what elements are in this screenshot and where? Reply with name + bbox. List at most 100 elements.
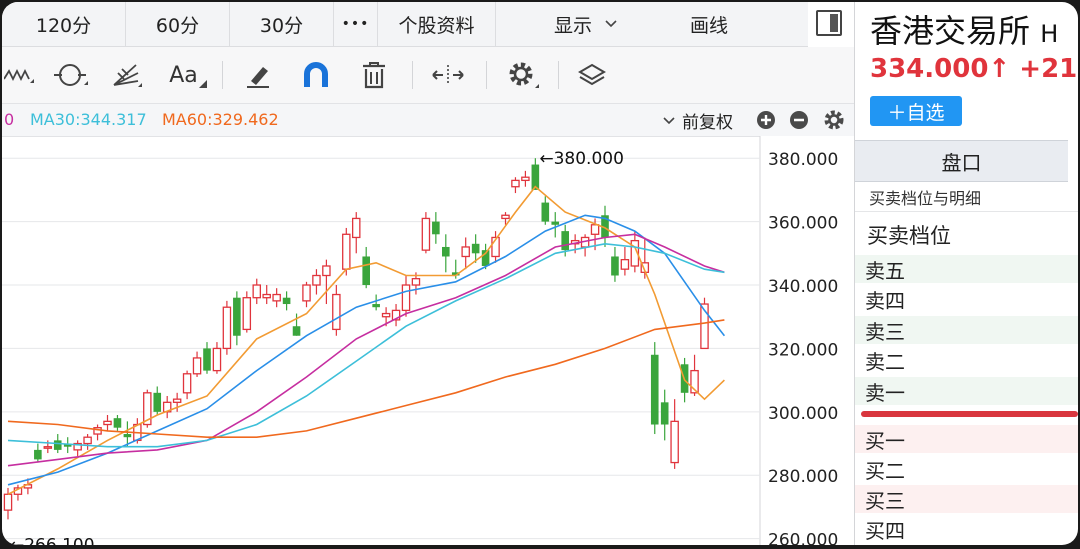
- layers-icon[interactable]: [572, 57, 612, 93]
- candle-body: [3, 493, 13, 511]
- period-tabs: 120分 60分 30分 ••• 个股资料 显示 画线: [2, 2, 808, 47]
- trash-icon[interactable]: [356, 57, 392, 93]
- candle-body: [611, 256, 619, 276]
- candle-body: [511, 179, 520, 188]
- candle-body: [103, 420, 112, 426]
- text-tool-label: Aa: [169, 62, 198, 88]
- bid-level: 买三: [855, 485, 1078, 513]
- ma60-legend: MA60:329.462: [162, 110, 279, 129]
- candle-body: [302, 284, 311, 302]
- candle-body: [63, 443, 72, 447]
- toolbar-divider: [412, 61, 413, 89]
- candle-body: [401, 284, 411, 312]
- candle-body: [332, 293, 341, 331]
- wave-line-icon[interactable]: [2, 57, 36, 93]
- candle-body: [182, 373, 192, 394]
- bid-level: 买一: [855, 425, 1078, 453]
- tab-60min[interactable]: 60分: [126, 2, 230, 46]
- y-tick-label: 380.000: [768, 150, 838, 170]
- candle-body: [700, 303, 709, 350]
- span-icon[interactable]: [428, 57, 468, 93]
- candle-body: [471, 243, 480, 254]
- more-tabs-button[interactable]: •••: [334, 2, 378, 46]
- ask-level: 卖四: [865, 288, 905, 313]
- candle-body: [451, 272, 460, 276]
- candle-body: [630, 239, 640, 267]
- price-change: +21.6: [1019, 54, 1078, 84]
- chart-settings-icon[interactable]: [823, 109, 845, 131]
- cycle-icon[interactable]: [48, 57, 92, 93]
- display-dropdown[interactable]: 显示: [496, 2, 676, 46]
- draw-line-button[interactable]: 画线: [689, 14, 728, 37]
- y-tick-label: 260.000: [768, 531, 838, 545]
- candle-body: [391, 309, 401, 321]
- ask-level: 卖二: [865, 349, 905, 374]
- price-axis-bg: [760, 136, 854, 545]
- y-tick-label: 320.000: [768, 340, 838, 360]
- candle-body: [521, 176, 530, 182]
- candle-body: [292, 326, 301, 336]
- brush-icon[interactable]: [240, 57, 276, 93]
- candle-body: [351, 217, 361, 239]
- ma-line-ma5: [7, 185, 725, 496]
- text-tool-icon[interactable]: Aa: [166, 57, 210, 93]
- candle-body: [143, 392, 152, 426]
- low-marker-label: ←266.100: [10, 535, 95, 545]
- adjust-dropdown[interactable]: 前复权: [662, 108, 733, 133]
- panel-toggle-icon[interactable]: [816, 10, 842, 36]
- candle-body: [34, 449, 42, 460]
- candle-body: [432, 221, 440, 235]
- high-marker-label: ←380.000: [539, 149, 624, 169]
- candle-body: [242, 297, 252, 331]
- candle-body: [381, 312, 391, 318]
- tab-30min[interactable]: 30分: [230, 2, 334, 46]
- candle-body: [670, 420, 679, 464]
- candle-body: [252, 284, 261, 299]
- magnet-icon[interactable]: [298, 57, 334, 93]
- last-price: 334.000↑: [870, 54, 1011, 84]
- ask-level: 卖一: [855, 377, 1078, 405]
- candle-body: [421, 217, 431, 251]
- chevron-down-icon: [663, 116, 675, 124]
- gear-icon[interactable]: [502, 57, 542, 93]
- kline-chart[interactable]: 380.000 360.000 340.000 320.000 300.000 280.0…: [2, 136, 854, 545]
- candle-body: [53, 440, 62, 450]
- y-tick-label: 280.000: [768, 467, 838, 487]
- candle-body: [123, 434, 132, 438]
- order-book-title: 买卖档位: [867, 224, 951, 248]
- candle-body: [342, 233, 351, 270]
- zoom-out-icon[interactable]: [789, 110, 809, 130]
- drawing-toolbar: Aa: [2, 47, 854, 104]
- spread-divider: [861, 411, 1078, 417]
- tab-order-book[interactable]: 盘口: [855, 140, 1068, 182]
- price-line: 334.000↑ +21.6: [870, 54, 1078, 84]
- candle-body: [192, 357, 202, 375]
- candle-body: [113, 418, 122, 428]
- candle-body: [282, 297, 291, 305]
- candle-body: [222, 306, 232, 350]
- tab-profile[interactable]: 个股资料: [378, 2, 496, 46]
- candle-body: [212, 347, 222, 372]
- display-label: 显示: [553, 14, 592, 37]
- candle-body: [312, 274, 321, 286]
- add-favorite-button[interactable]: ＋自选: [870, 96, 962, 126]
- zoom-in-icon[interactable]: [756, 110, 776, 130]
- candle-body: [590, 224, 600, 235]
- y-tick-label: 360.000: [768, 214, 838, 234]
- kline-chart-svg: 380.000 360.000 340.000 320.000 300.000 280.0…: [2, 136, 854, 545]
- candle-body: [372, 304, 380, 308]
- ma-line-ma10: [7, 214, 726, 486]
- candle-body: [43, 446, 53, 449]
- candle-body: [362, 256, 370, 286]
- ma-line-ma60: [7, 319, 725, 438]
- tab-120min[interactable]: 120分: [2, 2, 126, 46]
- fan-icon[interactable]: [106, 57, 146, 93]
- candle-body: [322, 265, 331, 277]
- order-book-subtitle[interactable]: 买卖档位与明细: [855, 182, 1078, 212]
- ma30-legend: MA30:344.317: [30, 110, 147, 129]
- candle-body: [501, 214, 510, 220]
- candle-body: [461, 246, 470, 258]
- quote-panel: 香港交易所 H 334.000↑ +21.6 ＋自选 盘口 买卖档位与明细 买卖…: [855, 2, 1078, 545]
- candle-body: [411, 278, 421, 286]
